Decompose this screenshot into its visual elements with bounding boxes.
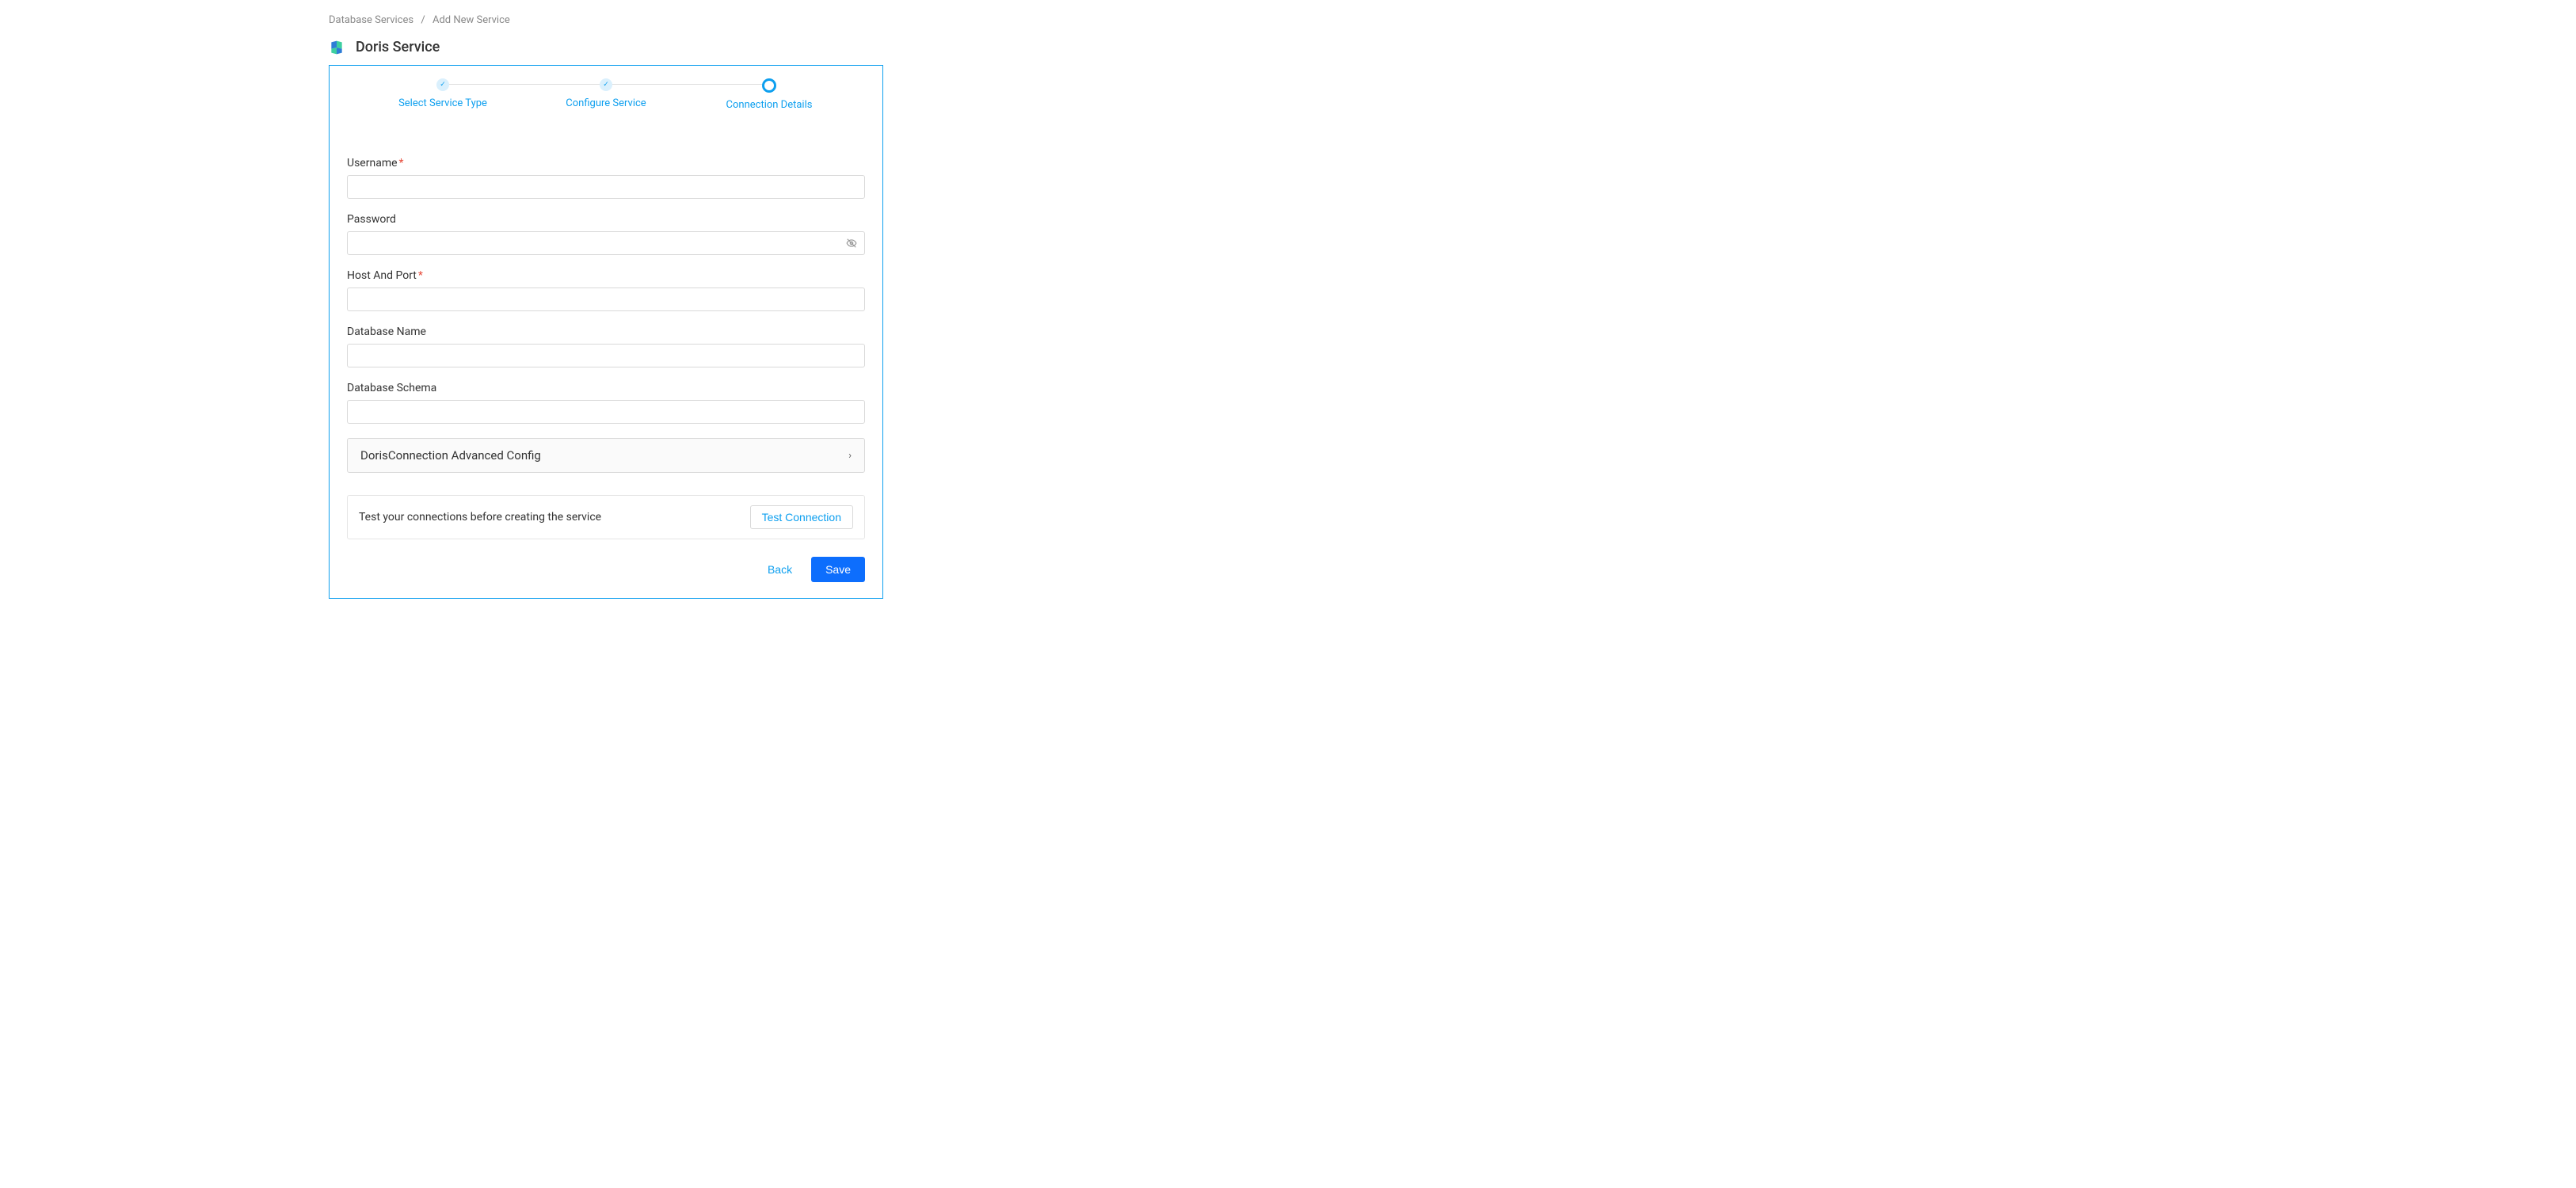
step-connector <box>443 84 606 85</box>
form-group-dbname: Database Name <box>347 326 865 367</box>
breadcrumb-database-services[interactable]: Database Services <box>329 14 413 26</box>
dbschema-label: Database Schema <box>347 382 865 394</box>
test-connection-button[interactable]: Test Connection <box>750 505 853 529</box>
hostport-input[interactable] <box>347 287 865 311</box>
eye-hidden-icon[interactable] <box>846 238 857 249</box>
dbname-input[interactable] <box>347 344 865 367</box>
breadcrumb-separator: / <box>421 14 425 26</box>
username-input[interactable] <box>347 175 865 199</box>
main-panel: ✓ Select Service Type ✓ Configure Servic… <box>329 65 883 599</box>
doris-logo-icon <box>329 40 345 55</box>
step-connector <box>606 84 769 85</box>
back-button[interactable]: Back <box>756 557 803 582</box>
step-label: Connection Details <box>726 99 813 111</box>
active-step-icon <box>762 78 776 93</box>
step-configure-service[interactable]: ✓ Configure Service <box>524 78 688 109</box>
test-connection-text: Test your connections before creating th… <box>359 511 601 524</box>
form-group-dbschema: Database Schema <box>347 382 865 424</box>
stepper: ✓ Select Service Type ✓ Configure Servic… <box>330 66 882 117</box>
password-input[interactable] <box>347 231 865 255</box>
required-asterisk: * <box>399 157 404 169</box>
required-asterisk: * <box>418 269 423 282</box>
step-connection-details[interactable]: Connection Details <box>688 78 851 111</box>
footer-buttons: Back Save <box>330 557 882 582</box>
hostport-label: Host And Port* <box>347 269 865 282</box>
form-content: Username* Password <box>330 117 882 539</box>
save-button[interactable]: Save <box>811 557 865 582</box>
breadcrumb-add-new-service[interactable]: Add New Service <box>433 14 510 26</box>
accordion-title: DorisConnection Advanced Config <box>360 448 541 463</box>
breadcrumb: Database Services / Add New Service <box>329 14 883 26</box>
page-title: Doris Service <box>356 39 440 55</box>
form-group-username: Username* <box>347 157 865 199</box>
check-icon: ✓ <box>600 78 612 91</box>
dbname-label: Database Name <box>347 326 865 338</box>
page-header: Doris Service <box>329 39 883 55</box>
form-group-password: Password <box>347 213 865 255</box>
advanced-config-accordion[interactable]: DorisConnection Advanced Config › <box>347 438 865 473</box>
chevron-right-icon: › <box>848 450 852 462</box>
step-label: Select Service Type <box>398 97 487 109</box>
step-label: Configure Service <box>566 97 646 109</box>
password-label: Password <box>347 213 865 226</box>
test-connection-panel: Test your connections before creating th… <box>347 495 865 539</box>
username-label: Username* <box>347 157 865 169</box>
dbschema-input[interactable] <box>347 400 865 424</box>
check-icon: ✓ <box>436 78 449 91</box>
step-select-service-type[interactable]: ✓ Select Service Type <box>361 78 524 109</box>
form-group-hostport: Host And Port* <box>347 269 865 311</box>
